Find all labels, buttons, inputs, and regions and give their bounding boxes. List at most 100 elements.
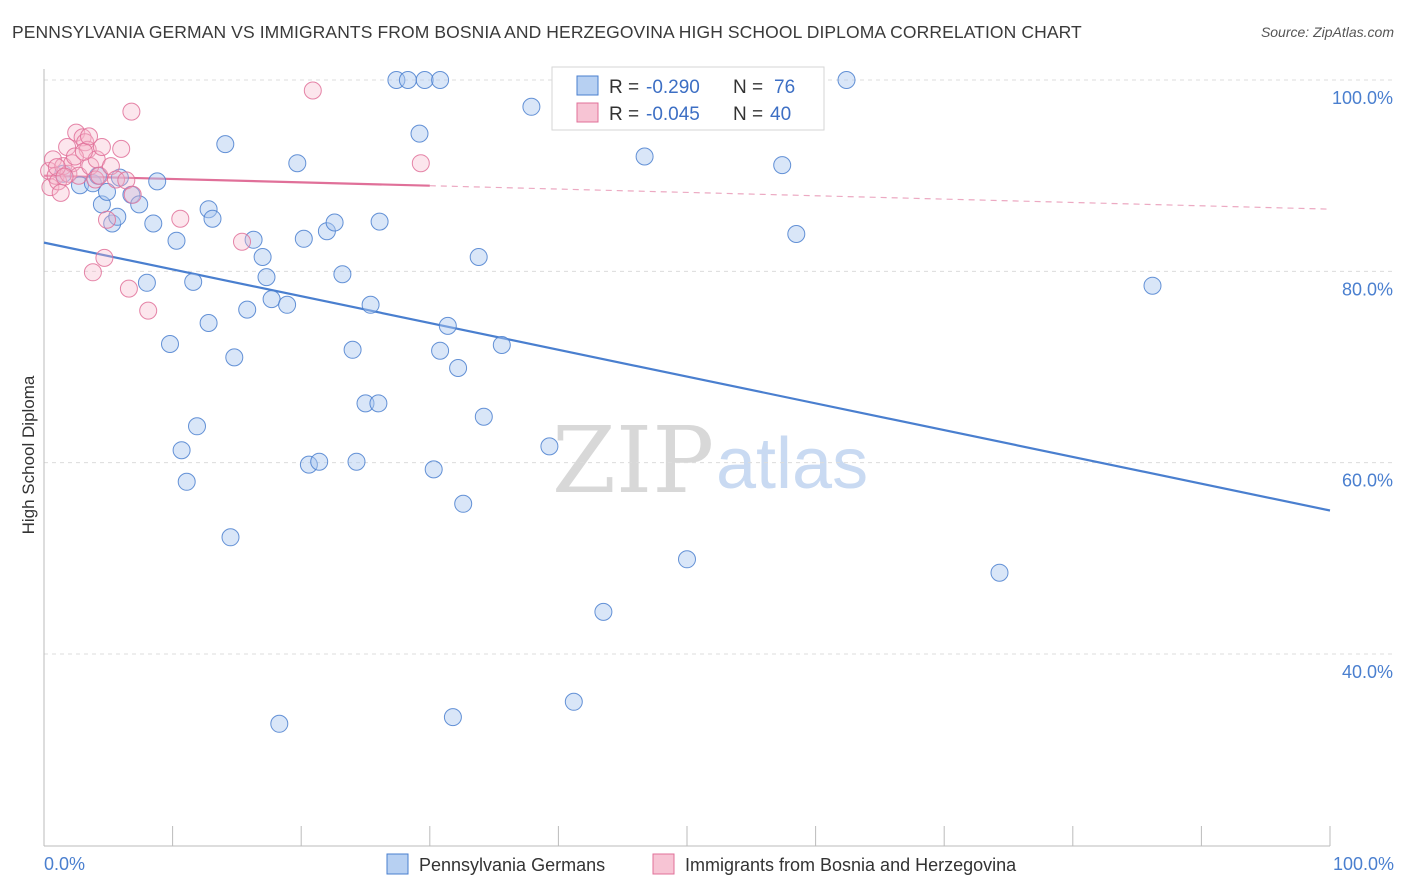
y-tick-label-60: 60.0%: [1342, 471, 1393, 491]
point-pennsylvania-germans-10: [130, 195, 149, 214]
point-pennsylvania-germans-27: [244, 230, 263, 249]
point-bosnia-19: [90, 166, 109, 185]
point-pennsylvania-germans-14: [161, 335, 179, 353]
axes: 40.0% 60.0% 80.0% 100.0% 0.0% 100.0%: [43, 69, 1394, 874]
point-bosnia-23: [101, 157, 120, 176]
point-pennsylvania-germans-61: [540, 437, 559, 456]
point-bosnia-33: [303, 81, 322, 100]
data-points: [40, 71, 1162, 733]
y-tick-label-80: 80.0%: [1342, 279, 1393, 299]
legend-r-label-1: R =: [609, 77, 639, 98]
point-bosnia-16: [83, 263, 102, 282]
legend-swatch-pink: [576, 102, 599, 123]
point-bosnia-21: [95, 248, 114, 267]
point-pennsylvania-germans-45: [370, 212, 389, 231]
point-pennsylvania-germans-58: [474, 407, 493, 426]
point-bosnia-37: [65, 147, 84, 166]
point-pennsylvania-germans-63: [594, 602, 613, 621]
point-pennsylvania-germans-59: [492, 336, 511, 354]
y-tick-label-40: 40.0%: [1342, 662, 1393, 682]
bottom-legend-swatch-blue: [386, 853, 409, 875]
legend-r-value-1: -0.290: [646, 77, 700, 98]
point-pennsylvania-germans-60: [522, 97, 541, 116]
point-pennsylvania-germans-35: [299, 455, 318, 474]
point-pennsylvania-germans-39: [333, 265, 352, 284]
point-bosnia-25: [112, 139, 131, 158]
point-pennsylvania-germans-43: [361, 295, 380, 314]
point-bosnia-27: [119, 279, 138, 298]
point-pennsylvania-germans-30: [262, 290, 281, 309]
watermark-atlas: atlas: [716, 424, 868, 504]
bottom-legend-label-2: Immigrants from Bosnia and Herzegovina: [685, 855, 1017, 875]
point-pennsylvania-germans-17: [177, 472, 196, 491]
point-pennsylvania-germans-34: [294, 229, 313, 248]
legend-n-value-2: 40: [770, 104, 791, 125]
point-pennsylvania-germans-56: [454, 494, 473, 513]
point-pennsylvania-germans-25: [225, 348, 244, 367]
point-bosnia-34: [411, 154, 430, 173]
point-pennsylvania-germans-16: [172, 441, 191, 460]
bottom-legend-swatch-pink: [652, 853, 675, 875]
legend-n-value-1: 76: [774, 77, 795, 98]
point-pennsylvania-germans-15: [167, 231, 186, 250]
gridlines: [44, 79, 1394, 655]
source-label: Source: ZipAtlas.com: [1260, 24, 1394, 40]
point-pennsylvania-germans-19: [188, 417, 206, 436]
point-pennsylvania-germans-53: [438, 316, 457, 335]
point-pennsylvania-germans-42: [356, 394, 375, 413]
point-pennsylvania-germans-50: [424, 460, 443, 479]
legend-n-label-1: N =: [733, 77, 763, 98]
point-bosnia-36: [55, 167, 74, 186]
watermark-zip: ZIP: [552, 407, 714, 514]
point-pennsylvania-germans-70: [1143, 276, 1162, 295]
point-bosnia-20: [92, 138, 111, 156]
point-bosnia-5: [51, 183, 70, 202]
point-pennsylvania-germans-31: [270, 714, 289, 733]
point-pennsylvania-germans-51: [431, 341, 450, 360]
point-bosnia-32: [233, 232, 251, 251]
point-bosnia-11: [69, 166, 88, 185]
point-pennsylvania-germans-5: [98, 182, 116, 201]
point-pennsylvania-germans-52: [431, 71, 450, 89]
trend-lines: [43, 174, 1331, 512]
point-pennsylvania-germans-13: [148, 172, 167, 191]
point-bosnia-24: [107, 170, 125, 189]
trend-line-extension-bosnia: [429, 185, 1331, 210]
point-pennsylvania-germans-47: [398, 71, 417, 89]
trend-line-pennsylvania-germans: [43, 241, 1331, 512]
point-bosnia-22: [98, 210, 116, 229]
point-pennsylvania-germans-36: [310, 452, 329, 471]
x-tick-label-min: 0.0%: [44, 854, 85, 874]
legend-r-label-2: R =: [609, 104, 639, 125]
legend-swatch-blue: [576, 75, 599, 96]
point-pennsylvania-germans-23: [216, 135, 235, 154]
point-pennsylvania-germans-18: [184, 272, 203, 291]
point-pennsylvania-germans-54: [443, 708, 462, 727]
point-bosnia-38: [74, 142, 93, 161]
y-axis-title: High School Diploma: [19, 375, 38, 534]
point-pennsylvania-germans-28: [253, 248, 272, 266]
point-bosnia-29: [123, 185, 142, 204]
bottom-legend-label-1: Pennsylvania Germans: [419, 855, 605, 875]
point-pennsylvania-germans-66: [773, 156, 792, 175]
point-pennsylvania-germans-57: [469, 248, 488, 266]
point-pennsylvania-germans-22: [203, 209, 222, 228]
point-pennsylvania-germans-44: [369, 394, 388, 413]
bottom-legend: Pennsylvania Germans Immigrants from Bos…: [386, 853, 1017, 875]
point-pennsylvania-germans-48: [410, 124, 429, 143]
x-tick-label-max: 100.0%: [1333, 854, 1394, 874]
point-bosnia-35: [47, 158, 66, 177]
trend-line-bosnia: [43, 174, 430, 187]
point-pennsylvania-germans-20: [199, 200, 218, 219]
point-bosnia-28: [122, 102, 141, 121]
point-bosnia-7: [58, 138, 77, 156]
point-pennsylvania-germans-41: [347, 452, 366, 471]
point-pennsylvania-germans-68: [837, 71, 856, 89]
point-pennsylvania-germans-11: [137, 273, 156, 292]
legend: R = -0.290 N = 76 R = -0.045 N = 40: [551, 66, 825, 131]
point-pennsylvania-germans-29: [257, 268, 276, 287]
point-pennsylvania-germans-7: [108, 207, 127, 226]
point-pennsylvania-germans-62: [564, 692, 583, 711]
legend-n-label-2: N =: [733, 104, 763, 125]
